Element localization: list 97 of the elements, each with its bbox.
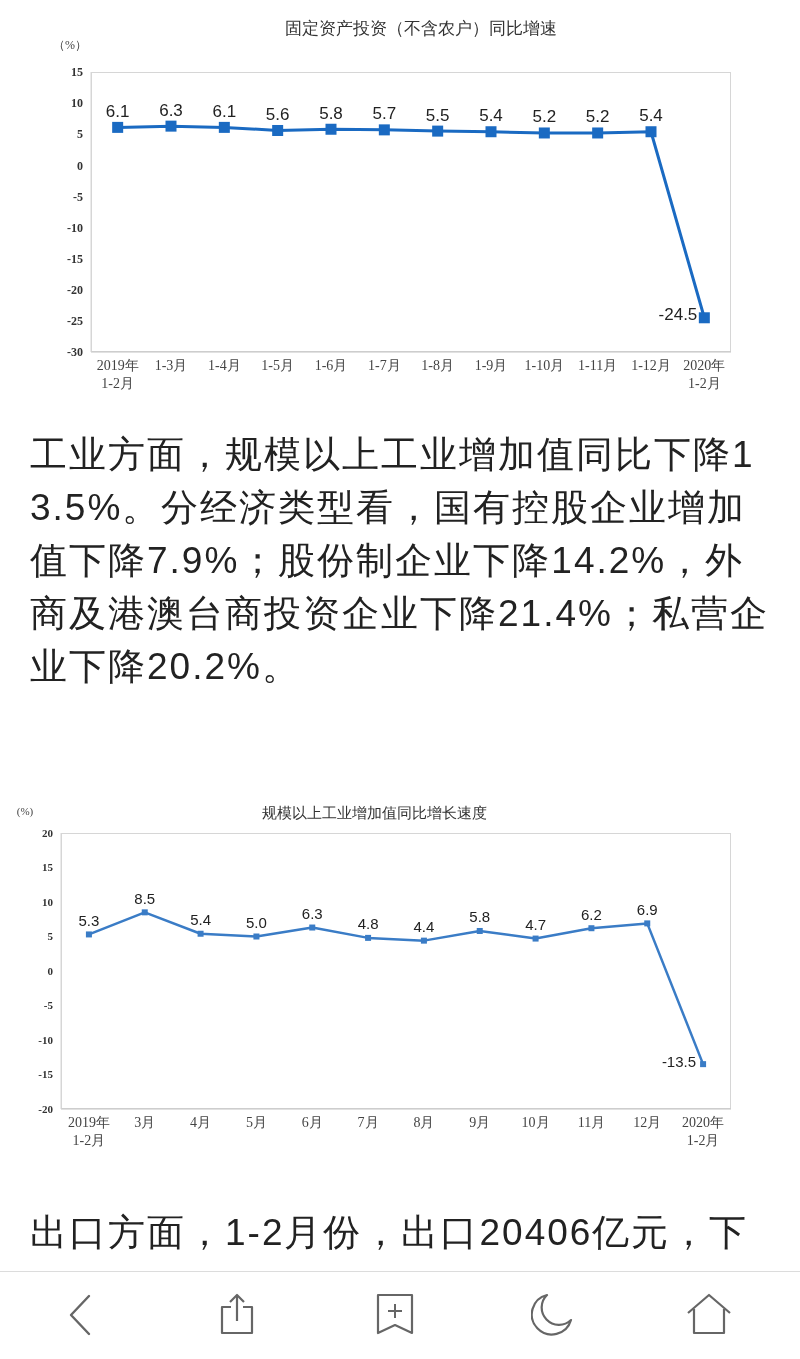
point	[253, 933, 260, 940]
point	[378, 124, 390, 136]
point	[165, 120, 177, 132]
y-tick-label: -10	[67, 220, 83, 235]
point	[309, 924, 316, 931]
x-tick-label: 1-9月	[474, 358, 508, 373]
x-tick-label: 11月	[577, 1115, 606, 1130]
x-tick-label: 2020年 1-2月	[682, 1115, 725, 1149]
y-tick-label: -5	[73, 189, 83, 204]
data-label: 5.2	[585, 107, 610, 127]
x-tick-label: 2020年 1-2月	[683, 358, 726, 392]
x-tick-label: 1-10月	[524, 358, 565, 373]
x-tick-label: 8月	[413, 1115, 435, 1130]
data-label: 5.8	[469, 908, 491, 926]
point	[592, 127, 604, 139]
point	[532, 935, 539, 942]
y-tick-label: 5	[77, 127, 83, 142]
y-tick-label: -15	[67, 251, 83, 266]
data-label: -13.5	[661, 1052, 697, 1070]
text: 出口方面，1-2月份，出口20406亿元，下	[30, 1211, 750, 1255]
data-label: 5.3	[78, 911, 100, 929]
point	[588, 925, 595, 932]
x-tick-label: 1-8月	[421, 358, 454, 373]
data-label: 5.5	[425, 105, 450, 125]
x-tick-label: 1-7月	[368, 358, 401, 373]
point	[645, 126, 657, 138]
x-tick-label: 9月	[469, 1115, 491, 1130]
point	[485, 126, 497, 138]
y-tick-label: 0	[47, 964, 54, 977]
point	[112, 121, 124, 133]
x-tick-label: 5月	[245, 1115, 267, 1130]
data-label: 5.4	[190, 911, 212, 929]
y-tick-label: 15	[71, 65, 83, 80]
point	[272, 124, 284, 136]
x-tick-label: 6月	[301, 1115, 323, 1130]
text: 工业方面，规模以上工业增加值同比下降13.5%。分经济类型看，国有控股企业增加值下降7.9%；股份制企业下降14.2%，外商及港澳台商投资企业下降21.4%；私营企业下降20.2%。	[30, 433, 770, 689]
y-tick-label: -5	[43, 999, 54, 1012]
point	[420, 937, 427, 944]
data-label: 4.7	[525, 916, 547, 934]
data-label: 4.8	[357, 915, 379, 933]
point	[644, 920, 651, 927]
y-tick-label: -15	[38, 1068, 54, 1081]
y-tick-label: -20	[67, 283, 83, 298]
point	[476, 927, 483, 934]
data-label: 6.2	[580, 905, 602, 923]
point	[325, 123, 337, 135]
data-label: 6.3	[301, 905, 323, 923]
y-tick-label: 5	[47, 930, 54, 943]
data-label: 5.6	[265, 104, 290, 124]
y-tick-label: -25	[67, 314, 83, 329]
x-tick-label: 1-3月	[154, 358, 188, 373]
x-tick-label: 2019年 1-2月	[96, 358, 139, 392]
x-tick-label: 1-4月	[208, 358, 241, 373]
data-label: 5.8	[319, 103, 343, 123]
x-tick-label: 1-6月	[314, 358, 348, 373]
point	[700, 1061, 707, 1068]
data-label: 6.1	[105, 101, 130, 121]
y-tick-label: 15	[42, 861, 54, 874]
x-tick-label: 10月	[521, 1115, 550, 1130]
data-label: -24.5	[658, 305, 698, 325]
data-label: 5.2	[532, 107, 557, 127]
x-tick-label: 12月	[633, 1115, 662, 1130]
y-tick-label: 10	[42, 895, 54, 908]
y-tick-label: -10	[38, 1033, 54, 1046]
point	[218, 121, 230, 133]
point	[538, 127, 550, 139]
data-label: 5.7	[372, 104, 397, 124]
point	[365, 934, 372, 941]
data-label: 6.1	[212, 101, 237, 121]
point	[432, 125, 444, 137]
x-tick-label: 1-12月	[631, 358, 671, 373]
y-axis-title: （%）	[52, 36, 88, 54]
x-tick-label: 2019年 1-2月	[67, 1115, 110, 1149]
point	[85, 931, 92, 938]
point	[698, 312, 710, 324]
point	[141, 909, 148, 916]
chart-title: 固定资产投资（不含农户）同比增速	[284, 18, 558, 41]
data-label: 8.5	[134, 889, 156, 907]
chart-title: 规模以上工业增加值同比增长速度	[260, 802, 488, 823]
data-label: 5.4	[639, 106, 663, 126]
data-label: 6.9	[636, 900, 658, 918]
point	[197, 930, 204, 937]
data-label: 6.3	[159, 100, 183, 120]
x-tick-label: 1-11月	[578, 358, 618, 373]
y-tick-label: 10	[71, 96, 83, 111]
x-tick-label: 7月	[357, 1115, 379, 1130]
x-tick-label: 3月	[134, 1115, 156, 1130]
x-tick-label: 4月	[190, 1115, 212, 1130]
data-label: 5.0	[245, 914, 267, 931]
y-tick-label: 0	[77, 158, 83, 173]
y-axis-title: (%)	[15, 804, 35, 820]
y-tick-label: -30	[67, 345, 83, 360]
data-label: 5.4	[479, 106, 503, 126]
data-label: 4.4	[413, 918, 435, 936]
y-tick-label: -20	[38, 1102, 54, 1115]
y-tick-label: 20	[42, 826, 54, 839]
x-tick-label: 1-5月	[261, 358, 294, 373]
